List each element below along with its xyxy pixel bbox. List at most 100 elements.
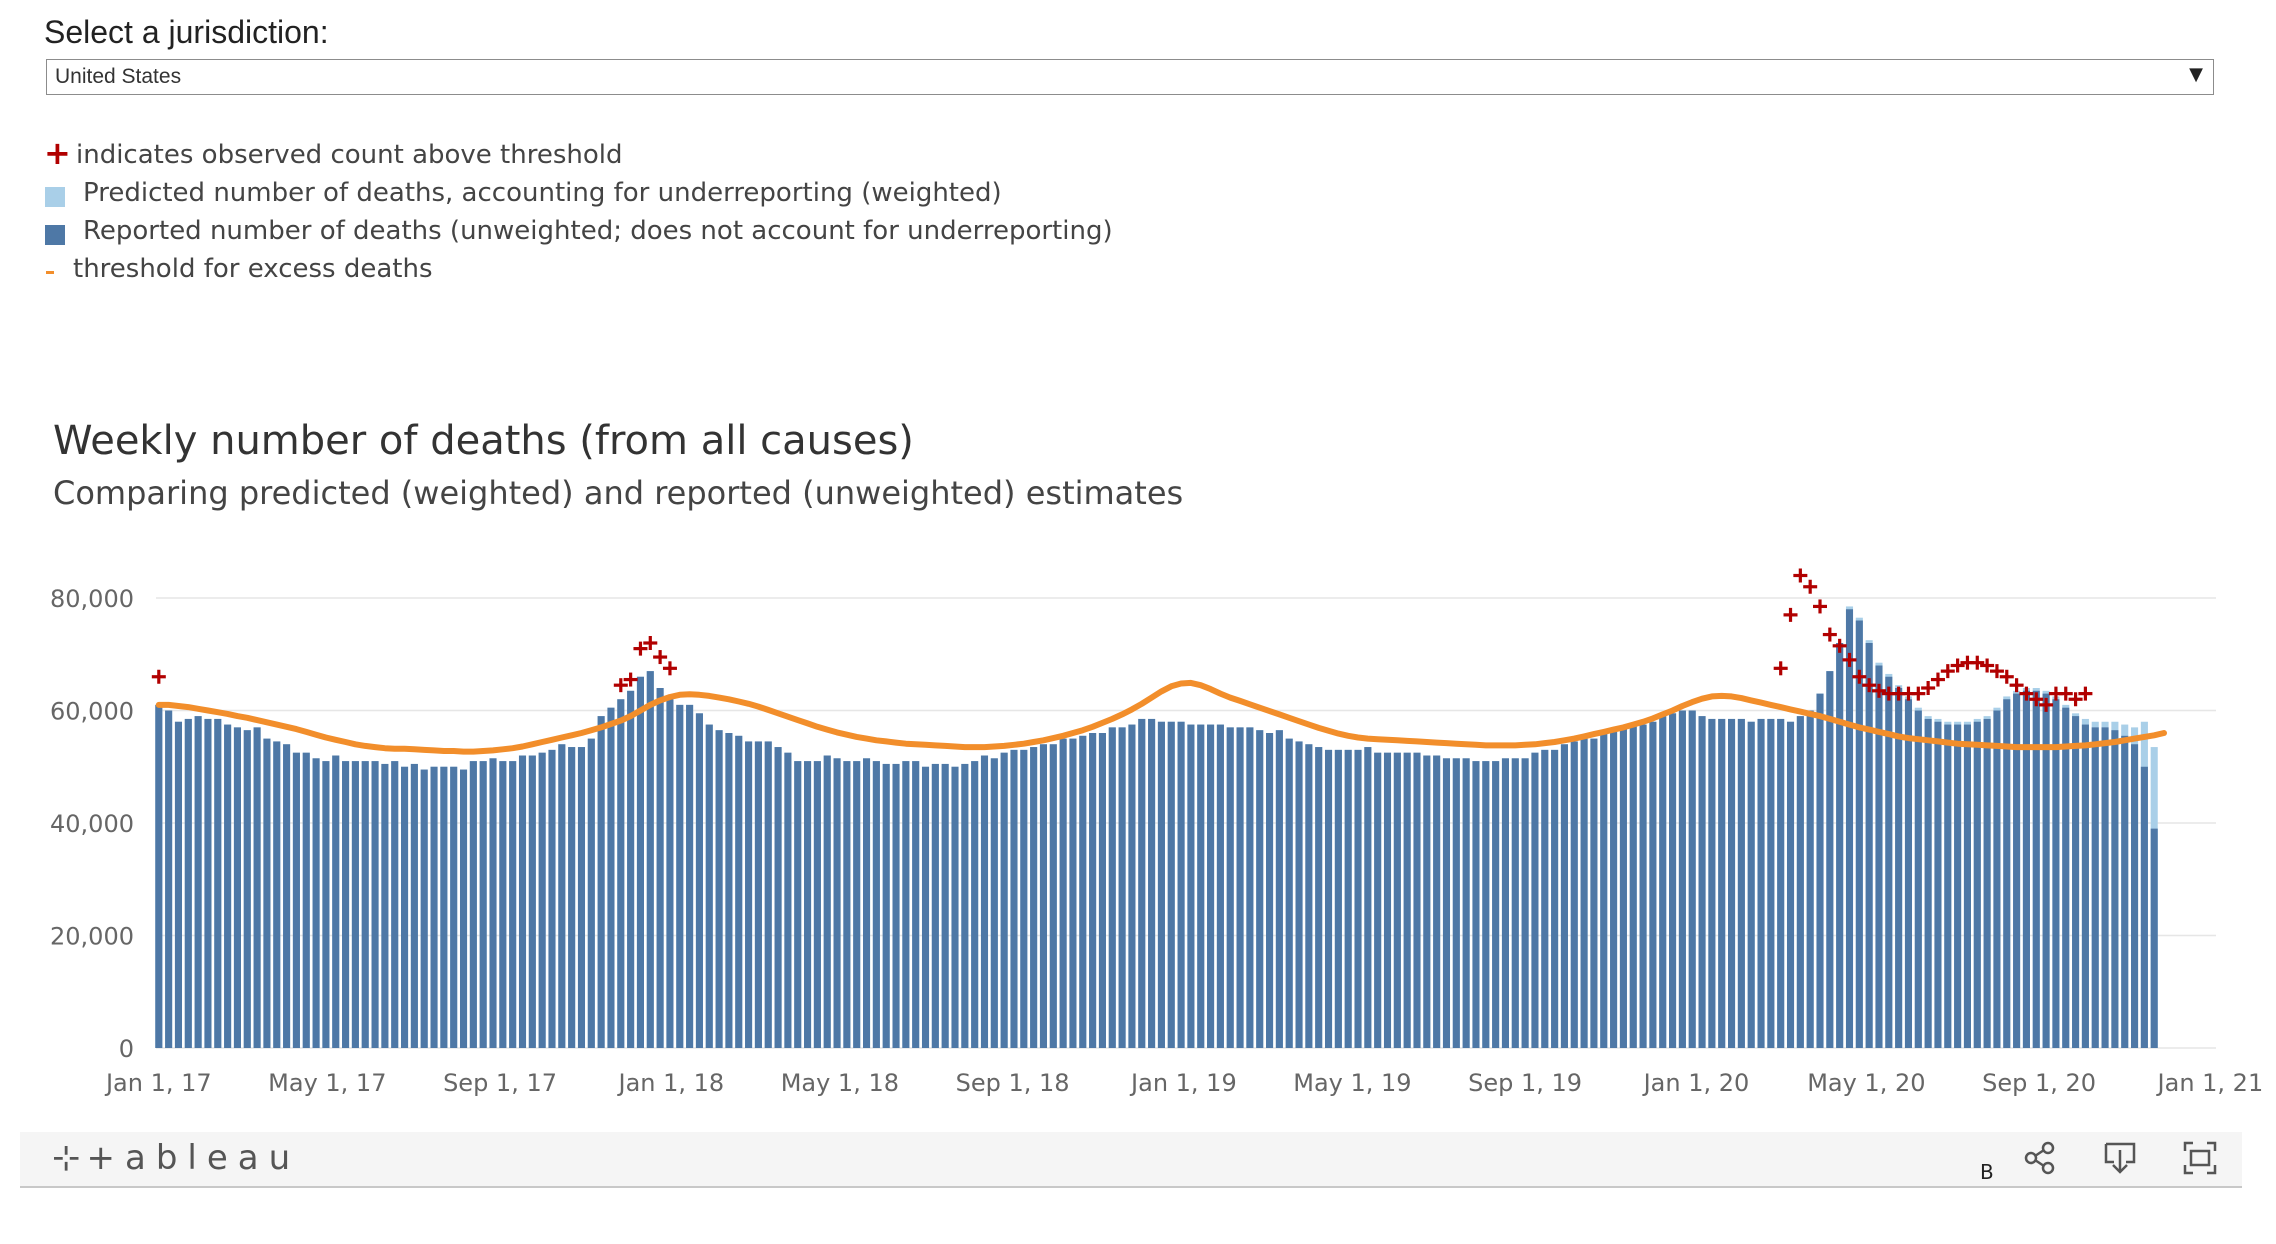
reported-bar [391,761,399,1048]
above-threshold-marker [2029,692,2044,707]
x-tick-label: May 1, 18 [781,1069,899,1097]
reported-bar [853,761,861,1048]
reported-bar [695,713,703,1048]
reported-bar [1669,713,1677,1048]
reported-bar [1944,724,1952,1048]
reported-bar [204,718,212,1048]
y-tick-label: 40,000 [50,810,134,838]
reported-bar [2121,735,2129,1048]
reported-bar [1482,761,1490,1048]
reported-bar [1148,718,1156,1048]
reported-bar [1010,749,1018,1048]
reported-bar [1305,744,1313,1048]
reported-bar [1108,727,1116,1048]
reported-bar [253,727,261,1048]
reported-bar [1728,718,1736,1048]
reported-bar [961,763,969,1048]
fullscreen-icon[interactable] [2182,1140,2218,1176]
above-threshold-marker [1970,655,1985,670]
chevron-down-icon[interactable]: ▼ [2189,64,2203,85]
above-threshold-marker [1842,652,1857,667]
legend-reported-label: Reported number of deaths (unweighted; d… [83,216,1113,246]
share-icon[interactable] [2022,1140,2058,1176]
download-icon[interactable] [2102,1140,2138,1176]
jurisdiction-select[interactable]: United States ▼ [46,59,2214,95]
reported-bar [705,724,713,1048]
reported-bar [174,721,183,1048]
reported-bar [224,724,232,1048]
above-threshold-marker [1940,664,1955,679]
reported-bar [499,761,507,1048]
reported-bar [1688,710,1696,1048]
reported-bar [656,688,664,1048]
above-threshold-marker [1980,658,1995,673]
reported-bar [1885,676,1893,1048]
reported-bar [469,761,477,1048]
threshold-line [155,679,2167,755]
plus-marker-icon [44,134,71,172]
above-threshold-marker [1852,669,1867,684]
reported-bar [1354,749,1362,1048]
reported-bar [450,766,458,1048]
above-threshold-marker [1832,638,1847,653]
reported-bar [882,763,890,1048]
reported-bar [1138,718,1146,1048]
above-threshold-marker [662,661,677,676]
reported-bar [401,766,409,1048]
reported-bar [558,744,566,1048]
reported-bar [440,766,448,1048]
reported-bar [1895,688,1903,1048]
reported-bar [1344,749,1352,1048]
reported-bar [1177,721,1185,1048]
reported-bar [322,761,330,1048]
reported-bar [1570,741,1578,1048]
reported-bar [1393,752,1401,1048]
reported-bar [1875,665,1883,1048]
reported-bar [754,741,762,1048]
reported-bar [1659,716,1667,1048]
above-threshold-marker [633,641,648,656]
reported-bar [1737,718,1745,1048]
above-threshold-marker [1999,669,2014,684]
reported-bar [1216,724,1224,1048]
reported-bar [1098,733,1106,1048]
reported-bar [1521,758,1529,1048]
tableau-cross-icon: ⊹ [52,1138,81,1178]
reported-bar [1816,693,1824,1048]
reported-bar [283,744,291,1048]
chart-title: Weekly number of deaths (from all causes… [53,418,914,464]
reported-bar [1826,671,1834,1048]
reported-bar [1089,733,1097,1048]
tableau-logo[interactable]: ⊹ +ableau [52,1138,300,1178]
reported-bar [2042,693,2050,1048]
reported-bar [194,716,202,1048]
reported-bar [1924,718,1932,1048]
reported-bar [1531,752,1539,1048]
legend-predicted-label: Predicted number of deaths, accounting f… [83,178,1002,208]
above-threshold-marker [1950,658,1965,673]
reported-bar [1639,724,1647,1048]
reported-bar [1954,724,1962,1048]
above-threshold-marker [1989,664,2004,679]
reported-bar [1423,755,1431,1048]
light-blue-swatch-icon [44,178,68,210]
above-threshold-marker [1813,599,1828,614]
legend-threshold-label: threshold for excess deaths [73,254,433,284]
jurisdiction-label: Select a jurisdiction: [44,14,329,50]
reported-bar [1551,749,1559,1048]
reported-bar [862,758,871,1048]
reported-bar [1649,721,1657,1048]
x-tick-label: Jan 1, 21 [2156,1069,2264,1097]
x-tick-label: Jan 1, 17 [104,1069,212,1097]
reported-bar [1580,738,1588,1048]
reported-bar [676,704,684,1048]
jurisdiction-selected-value: United States [55,65,182,88]
above-threshold-markers [151,568,2093,712]
reported-bar [1777,718,1785,1048]
reported-bar [1993,710,2001,1048]
x-tick-label: May 1, 17 [268,1069,386,1097]
reported-bar [813,761,821,1048]
reported-bar [1708,718,1716,1048]
reported-bar [479,761,487,1048]
